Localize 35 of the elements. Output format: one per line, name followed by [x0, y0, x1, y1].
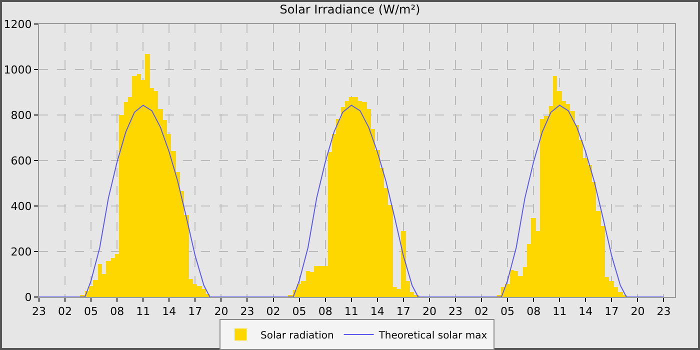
- x-tick-label: 23: [448, 305, 462, 318]
- y-tick-label: 1200: [4, 18, 32, 31]
- x-tick-label: 02: [474, 305, 489, 318]
- y-tick-label: 200: [10, 245, 32, 258]
- x-tick-label: 23: [240, 305, 254, 318]
- x-tick-label: 14: [370, 305, 384, 318]
- x-tick-label: 14: [578, 305, 593, 318]
- x-tick-label: 08: [318, 305, 332, 318]
- x-tick-label: 05: [84, 305, 98, 318]
- x-tick-label: 17: [396, 305, 410, 318]
- x-tick-label: 20: [214, 305, 228, 318]
- x-tick-label: 08: [526, 305, 541, 318]
- x-tick-label: 05: [292, 305, 306, 318]
- x-tick-label: 14: [162, 305, 176, 318]
- chart-title: Solar Irradiance (W/m²): [280, 2, 420, 17]
- x-tick-label: 20: [422, 305, 436, 318]
- y-tick-label: 800: [10, 108, 32, 122]
- y-tick-label: 600: [10, 154, 32, 168]
- y-tick-label: 0: [24, 290, 32, 304]
- x-tick-label: 23: [32, 305, 46, 318]
- x-tick-label: 23: [656, 305, 671, 318]
- legend-label: Theoretical solar max: [378, 330, 488, 342]
- x-tick-label: 20: [630, 305, 645, 318]
- x-tick-label: 11: [344, 305, 358, 318]
- x-tick-label: 05: [500, 305, 515, 318]
- x-tick-label: 17: [604, 305, 619, 318]
- x-tick-label: 08: [110, 305, 124, 318]
- x-tick-label: 11: [136, 305, 150, 318]
- x-tick-label: 02: [266, 305, 280, 318]
- y-tick-label: 1000: [4, 63, 32, 76]
- y-tick-label: 400: [10, 200, 32, 213]
- x-tick-label: 17: [188, 305, 202, 318]
- legend-label: Solar radiation: [260, 330, 334, 342]
- x-tick-label: 11: [552, 305, 567, 318]
- x-tick-label: 02: [58, 305, 72, 318]
